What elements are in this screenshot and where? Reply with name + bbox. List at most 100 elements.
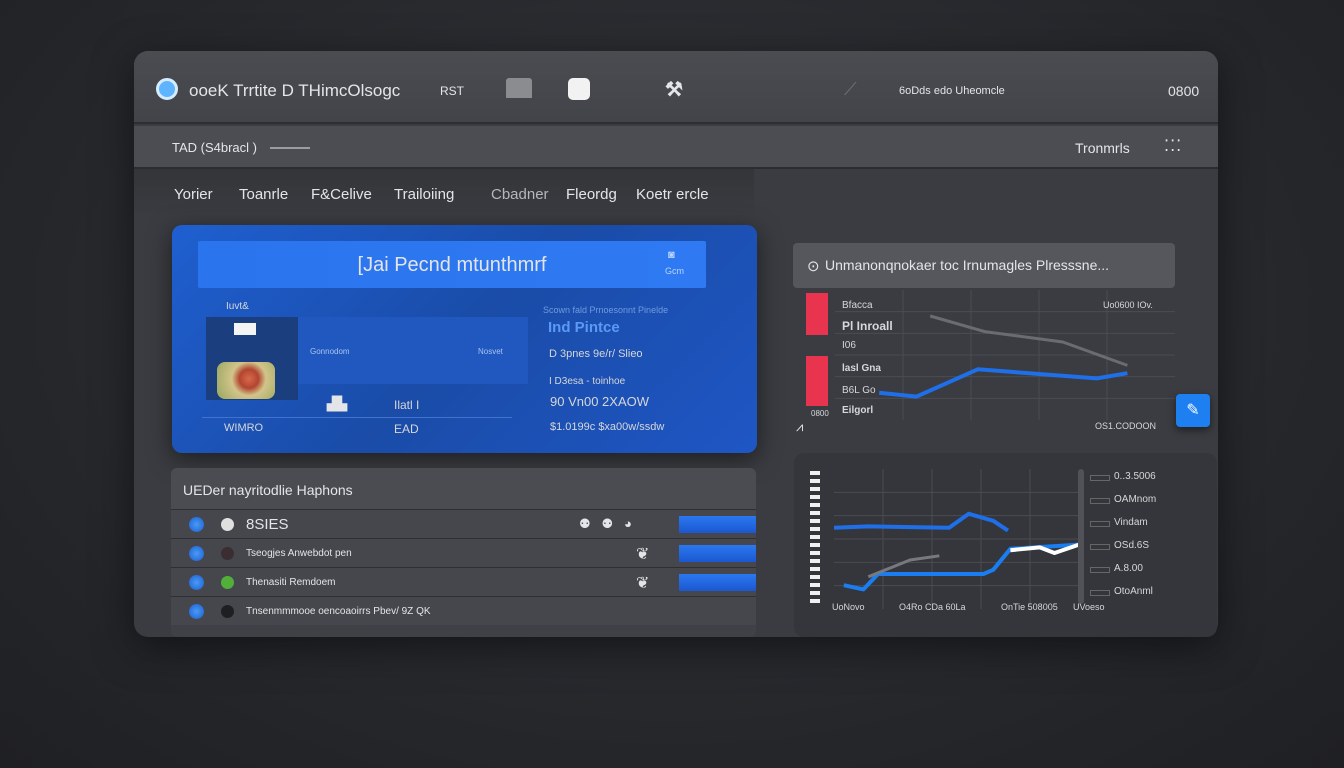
legend-label: 0..3.5006 (1114, 471, 1156, 482)
tab-0[interactable]: Yorier (174, 186, 213, 203)
header-badge: RST (440, 84, 464, 98)
top-label-4: B6L Go (842, 385, 876, 396)
row-badge-icon (189, 575, 204, 590)
top-chart-panel: ⊙ Unmanonqnokaer toc Irnumagles Plresssn… (793, 243, 1175, 434)
row-text: Tnsenmmmooe oencoaoirrs Pbev/ 9Z QK (246, 606, 431, 617)
grid-menu-icon[interactable]: ⁚⁚⁚ (1164, 138, 1183, 155)
tab-4[interactable]: Cbadner (491, 186, 549, 203)
top-chart-header: ⊙ Unmanonqnokaer toc Irnumagles Plresssn… (793, 243, 1175, 288)
legend-swatch (1090, 521, 1110, 527)
folder-icon[interactable] (506, 78, 532, 98)
list-item[interactable]: Tnsenmmmooe oencoaoirrs Pbev/ 9Z QK (171, 596, 756, 625)
chart-mini-icon: ▟▙ (327, 396, 347, 411)
detail-3: $1.0199c $xa00w/ssdw (550, 421, 665, 433)
legend-item: A.8.00 (1090, 563, 1210, 577)
avatar-panel (206, 317, 298, 400)
edit-icon: ✎ (1186, 402, 1200, 419)
details-header: Scown fald Prnoesonnt Pinelde (543, 305, 669, 315)
tab-1[interactable]: Toanrle (239, 186, 289, 203)
red-bar-2 (806, 356, 828, 406)
list-item[interactable]: Thenasiti Remdoem ❦ (171, 567, 756, 596)
details-title: Ind Pintce (548, 319, 620, 336)
row-text: Tseogjes Anwebdot pen (246, 548, 352, 559)
top-label-3: lasl Gna (842, 363, 881, 374)
tab-5[interactable]: Fleordg (566, 186, 617, 203)
list-panel: UEDer nayritodlie Haphons 8SIES ⚉ ⚉ ◕ Ts… (171, 468, 756, 637)
sub-toolbar: TAD (S4bracl ) Tronmrls ⁚⁚⁚ (134, 126, 1218, 169)
detail-0: D 3pnes 9e/r/ Slieo (549, 348, 643, 360)
top-chart-plot (835, 290, 1175, 420)
x-tick-3: UVoeso (1073, 602, 1105, 612)
series-line (878, 367, 1128, 399)
row-badge-icon (189, 604, 204, 619)
legend-swatch (1090, 567, 1110, 573)
y-axis-ticks (810, 471, 820, 606)
progress-bar (679, 574, 756, 591)
row-action-icon[interactable]: ❦ (636, 575, 650, 592)
progress-bar (679, 545, 756, 562)
x-tick-2: OnTie 508005 (1001, 602, 1058, 612)
series-line (867, 554, 940, 579)
top-label-2: I06 (842, 340, 856, 351)
tab-2[interactable]: F&Celive (311, 186, 372, 203)
status-dot (221, 576, 234, 589)
top-label-0: Bfacca (842, 300, 873, 311)
x-tick-0: UoNovo (832, 602, 865, 612)
header-counter: 0800 (1168, 83, 1200, 99)
app-title: ooeK Trrtite D THimcOlsogc (189, 81, 401, 100)
edit-button[interactable]: ✎ (1176, 394, 1210, 427)
legend-item: OtoAnml (1090, 586, 1210, 600)
top-chart-title: Unmanonqnokaer toc Irnumagles Plresssne.… (825, 257, 1110, 273)
list-item[interactable]: Tseogjes Anwebdot pen ❦ (171, 538, 756, 567)
flag-icon (234, 323, 256, 335)
pin-icon[interactable]: ⟋ (844, 79, 857, 99)
status-text: 6oDds edo Uheomcle (899, 85, 1005, 97)
tab-6[interactable]: Koetr ercle (636, 186, 709, 203)
series-line (1010, 542, 1080, 555)
red-bar-1 (806, 293, 828, 335)
legend-label: OSd.6S (1114, 540, 1150, 551)
top-x-label: OS1.CODOON (1095, 421, 1157, 431)
detail-2: 90 Vn00 2XAOW (550, 394, 649, 409)
left-stat: Ilatl I (394, 398, 420, 412)
row-action-icon[interactable]: ❦ (636, 546, 650, 563)
legend-label: OAMnom (1114, 494, 1157, 505)
left-stat-2: EAD (394, 422, 419, 436)
row-text: Thenasiti Remdoem (246, 577, 336, 588)
avatar[interactable] (217, 362, 275, 399)
avatar-label: WIMRO (224, 422, 264, 434)
legend-label: Vindam (1114, 517, 1148, 528)
clock-icon: ⊙ (807, 258, 820, 275)
subbar-right-link[interactable]: Tronmrls (1075, 140, 1130, 156)
list-item[interactable]: 8SIES ⚉ ⚉ ◕ (171, 509, 756, 538)
status-dot (221, 518, 234, 531)
card-divider (202, 417, 512, 418)
top-label-1: Pl Inroall (842, 319, 893, 333)
status-dot (221, 605, 234, 618)
legend-swatch (1090, 590, 1110, 596)
profile-card: [Jai Pecnd mtunthmrf ◙ Gcm Iuvt& Gonnodo… (172, 225, 757, 453)
series-line (843, 542, 1080, 592)
side-label: 0800 (811, 409, 829, 418)
row-text: 8SIES (246, 516, 289, 533)
list-header: UEDer nayritodlie Haphons (171, 468, 756, 509)
camera-icon[interactable]: ◙ (668, 249, 675, 261)
top-label-5: Eilgorl (842, 405, 874, 416)
chart-scrollbar[interactable] (1078, 469, 1084, 604)
series-line (834, 511, 1010, 533)
x-tick-1: O4Ro CDa 60La (899, 602, 966, 612)
profile-card-title: [Jai Pecnd mtunthmrf (357, 254, 547, 276)
tools-icon[interactable]: ⚒ (665, 79, 683, 101)
tab-3[interactable]: Trailoiing (394, 186, 455, 203)
row-badge-icon (189, 517, 204, 532)
list-title: UEDer nayritodlie Haphons (183, 482, 353, 498)
progress-bar (679, 516, 756, 533)
profile-card-header: [Jai Pecnd mtunthmrf ◙ Gcm (198, 241, 706, 288)
breadcrumb[interactable]: TAD (S4bracl ) (172, 140, 257, 155)
legend-label: A.8.00 (1114, 563, 1143, 574)
app-logo-icon (156, 78, 178, 100)
mid-label-2: Nosvet (478, 347, 503, 356)
document-icon[interactable] (568, 78, 590, 100)
top-corner-label: Uo0600 IOv. (1103, 300, 1153, 310)
row-actions-icon[interactable]: ⚉ ⚉ ◕ (579, 516, 632, 531)
